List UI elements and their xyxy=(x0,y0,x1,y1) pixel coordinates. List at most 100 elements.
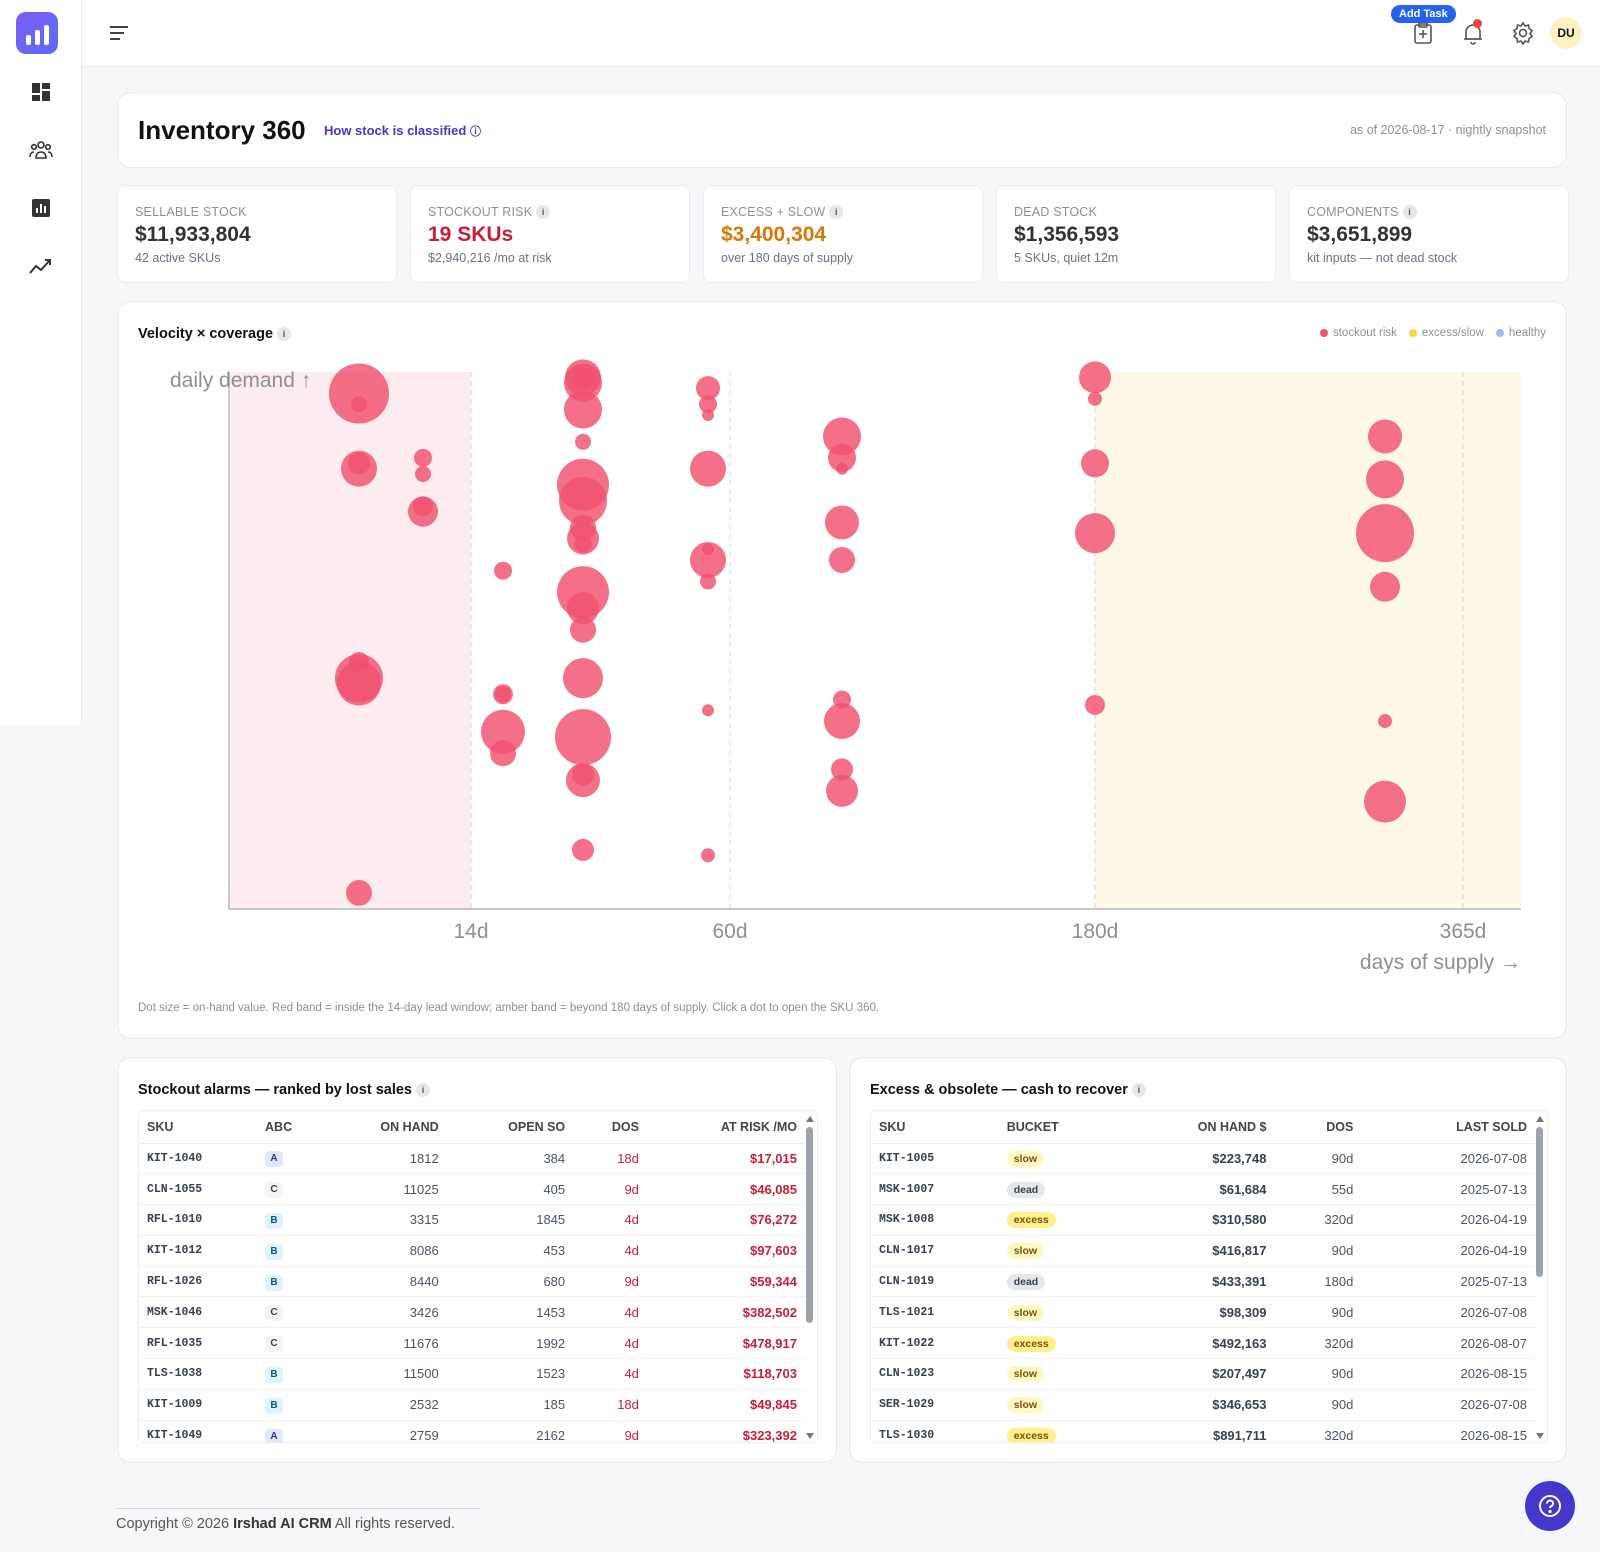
settings-gear-icon[interactable] xyxy=(1510,20,1536,46)
info-icon[interactable]: i xyxy=(416,1083,430,1097)
kpi-card[interactable]: EXCESS + SLOW i $3,400,304 over 180 days of… xyxy=(703,185,983,283)
sku-dot[interactable] xyxy=(1085,694,1105,715)
table-row[interactable]: TLS-1030 excess $891,711 320d 2026-08-15 xyxy=(871,1420,1535,1442)
kpi-card[interactable]: DEAD STOCK $1,356,593 5 SKUs, quiet 12m xyxy=(996,185,1276,283)
sku-dot[interactable] xyxy=(1364,780,1406,823)
sku-dot[interactable] xyxy=(824,703,860,740)
sku-cell[interactable]: TLS-1030 xyxy=(871,1420,999,1442)
sku-dot[interactable] xyxy=(337,661,381,706)
sku-dot[interactable] xyxy=(1088,391,1102,406)
table-row[interactable]: RFL-1035 C 11676 1992 4d $478,917 xyxy=(139,1327,805,1360)
sku-dot[interactable] xyxy=(828,443,856,472)
scrollbar[interactable] xyxy=(803,1111,817,1442)
table-row[interactable]: KIT-1049 A 2759 2162 9d $323,392 xyxy=(139,1420,805,1442)
table-row[interactable]: CLN-1055 C 11025 405 9d $46,085 xyxy=(139,1173,805,1206)
column-header[interactable]: LAST SOLD xyxy=(1361,1111,1535,1144)
sku-dot[interactable] xyxy=(566,763,600,798)
sku-dot[interactable] xyxy=(690,450,726,487)
table-row[interactable]: CLN-1019 dead $433,391 180d 2025-07-13 xyxy=(871,1266,1535,1298)
sku-dot[interactable] xyxy=(831,758,853,781)
sku-cell[interactable]: SER-1029 xyxy=(871,1389,999,1421)
stockout-table-scroll[interactable]: SKU ABC ON HAND OPEN SO DOS AT RISK /MO KIT-10… xyxy=(138,1110,818,1443)
sku-dot[interactable] xyxy=(329,363,389,424)
sku-dot[interactable] xyxy=(1366,460,1404,499)
sku-cell[interactable]: KIT-1022 xyxy=(871,1327,999,1360)
table-row[interactable]: RFL-1026 B 8440 680 9d $59,344 xyxy=(139,1266,805,1298)
sku-dot[interactable] xyxy=(1075,513,1115,554)
sku-cell[interactable]: RFL-1010 xyxy=(139,1204,258,1236)
footer-brand[interactable]: Irshad AI CRM xyxy=(233,1516,332,1532)
sku-dot[interactable] xyxy=(559,476,607,525)
sku-cell[interactable]: MSK-1007 xyxy=(871,1173,999,1206)
sku-dot[interactable] xyxy=(690,541,726,578)
table-row[interactable]: CLN-1023 slow $207,497 90d 2026-08-15 xyxy=(871,1358,1535,1390)
user-avatar[interactable]: DU xyxy=(1550,17,1582,49)
sku-dot[interactable] xyxy=(572,838,594,861)
sku-dot[interactable] xyxy=(494,561,512,580)
table-row[interactable]: KIT-1009 B 2532 185 18d $49,845 xyxy=(139,1389,805,1421)
sku-dot[interactable] xyxy=(836,462,848,475)
table-row[interactable]: TLS-1038 B 11500 1523 4d $118,703 xyxy=(139,1358,805,1390)
kpi-card[interactable]: STOCKOUT RISK i 19 SKUs $2,940,216 /mo at r… xyxy=(410,185,690,283)
sku-dot[interactable] xyxy=(415,466,431,483)
sku-dot[interactable] xyxy=(574,534,592,553)
app-logo-icon[interactable] xyxy=(16,12,58,54)
sku-cell[interactable]: RFL-1035 xyxy=(139,1327,258,1360)
menu-toggle-icon[interactable] xyxy=(108,22,130,44)
sku-dot[interactable] xyxy=(481,709,525,754)
sku-dot[interactable] xyxy=(564,363,602,402)
sku-cell[interactable]: TLS-1038 xyxy=(139,1358,258,1390)
column-header[interactable]: OPEN SO xyxy=(446,1111,574,1144)
sku-cell[interactable]: KIT-1012 xyxy=(139,1235,258,1267)
sku-cell[interactable]: CLN-1019 xyxy=(871,1266,999,1298)
column-header[interactable]: SKU xyxy=(139,1111,258,1144)
reports-icon[interactable] xyxy=(25,192,57,224)
sku-dot[interactable] xyxy=(829,546,855,573)
sku-cell[interactable]: CLN-1017 xyxy=(871,1235,999,1267)
info-icon[interactable]: i xyxy=(829,205,844,219)
dashboard-icon[interactable] xyxy=(25,76,57,108)
sku-dot[interactable] xyxy=(1081,449,1109,478)
column-header[interactable]: AT RISK /MO xyxy=(646,1111,805,1144)
column-header[interactable]: SKU xyxy=(871,1111,999,1144)
table-row[interactable]: CLN-1017 slow $416,817 90d 2026-04-19 xyxy=(871,1235,1535,1267)
column-header[interactable]: ON HAND xyxy=(330,1111,447,1144)
table-row[interactable]: TLS-1021 slow $98,309 90d 2026-07-08 xyxy=(871,1296,1535,1329)
sku-dot[interactable] xyxy=(826,774,858,807)
table-row[interactable]: KIT-1005 slow $223,748 90d 2026-07-08 xyxy=(871,1143,1535,1175)
table-row[interactable]: SER-1029 slow $346,653 90d 2026-07-08 xyxy=(871,1389,1535,1421)
kpi-card[interactable]: COMPONENTS i $3,651,899 kit inputs — not de… xyxy=(1289,185,1569,283)
table-row[interactable]: KIT-1022 excess $492,163 320d 2026-08-07 xyxy=(871,1327,1535,1360)
sku-dot[interactable] xyxy=(1370,571,1400,602)
sku-dot[interactable] xyxy=(825,505,859,540)
customers-icon[interactable] xyxy=(25,134,57,166)
sku-cell[interactable]: CLN-1023 xyxy=(871,1358,999,1390)
sku-cell[interactable]: TLS-1021 xyxy=(871,1296,999,1329)
column-header[interactable]: ON HAND $ xyxy=(1111,1111,1275,1144)
sku-cell[interactable]: RFL-1026 xyxy=(139,1266,258,1298)
sku-cell[interactable]: KIT-1009 xyxy=(139,1389,258,1421)
task-clipboard-icon[interactable] xyxy=(1410,20,1436,46)
sku-dot[interactable] xyxy=(570,616,596,643)
info-icon[interactable]: i xyxy=(1402,205,1417,219)
sku-dot[interactable] xyxy=(414,448,432,467)
sku-dot[interactable] xyxy=(699,395,717,414)
column-header[interactable]: ABC xyxy=(257,1111,331,1144)
info-icon[interactable]: i xyxy=(277,327,292,341)
sku-cell[interactable]: CLN-1055 xyxy=(139,1173,258,1206)
table-row[interactable]: RFL-1010 B 3315 1845 4d $76,272 xyxy=(139,1204,805,1236)
sku-dot[interactable] xyxy=(564,390,602,429)
sku-dot[interactable] xyxy=(1356,504,1414,563)
add-task-button[interactable]: Add Task xyxy=(1391,5,1456,23)
sku-dot[interactable] xyxy=(1378,714,1392,729)
sku-dot[interactable] xyxy=(346,879,372,906)
sku-dot[interactable] xyxy=(700,573,716,590)
sku-dot[interactable] xyxy=(696,376,720,401)
info-icon[interactable]: i xyxy=(536,205,551,219)
column-header[interactable]: DOS xyxy=(1274,1111,1362,1144)
table-row[interactable]: KIT-1040 A 1812 384 18d $17,015 xyxy=(139,1143,805,1175)
sku-dot[interactable] xyxy=(490,740,516,767)
sku-dot[interactable] xyxy=(413,496,433,517)
sku-dot[interactable] xyxy=(701,848,715,863)
sku-dot[interactable] xyxy=(823,417,861,456)
